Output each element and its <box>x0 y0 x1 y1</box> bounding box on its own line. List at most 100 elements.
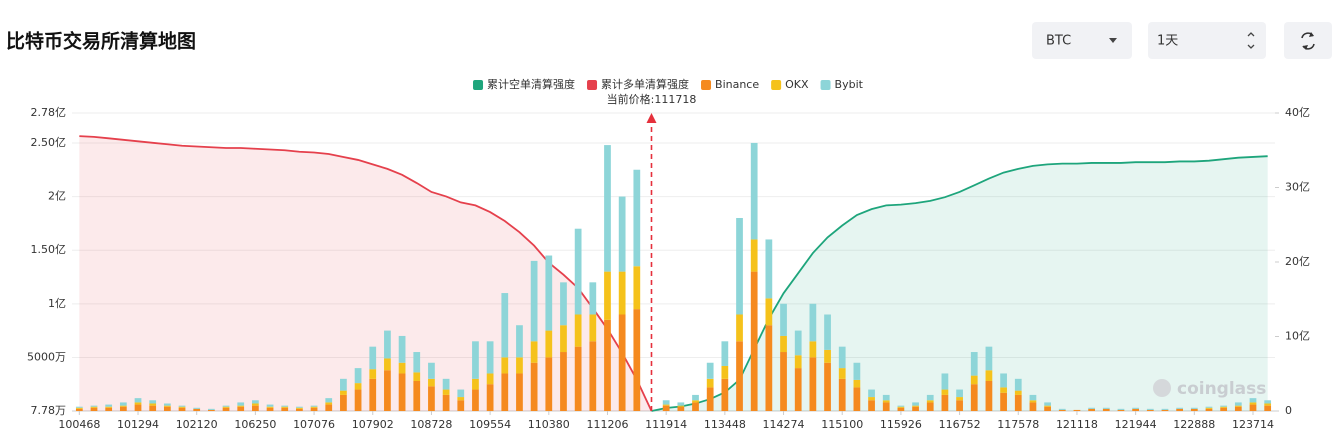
bar-segment <box>384 370 391 411</box>
bar-segment <box>985 346 993 371</box>
bar-segment <box>574 228 582 315</box>
bar-segment <box>119 405 127 407</box>
bar-segment <box>706 387 714 411</box>
bar-segment <box>281 405 289 407</box>
bar-segment <box>428 362 435 379</box>
y-tick-label: 2亿 <box>48 190 66 203</box>
y-tick-label: 1.50亿 <box>31 243 67 256</box>
bar-segment <box>530 260 538 342</box>
bar-segment <box>824 314 831 350</box>
area-fill <box>79 136 652 411</box>
bar-segment <box>325 398 333 403</box>
bar-segment <box>912 402 919 406</box>
bar-segment <box>941 373 949 390</box>
bar-segment <box>134 402 142 405</box>
bar-segment <box>501 293 509 358</box>
area-fill <box>651 156 1268 411</box>
x-tick-label: 116752 <box>939 418 981 431</box>
bar-segment <box>604 271 611 320</box>
select-value[interactable]: BTC <box>1046 34 1071 49</box>
bar-segment <box>149 403 157 406</box>
refresh-button[interactable] <box>1284 22 1332 59</box>
y2-tick-label: 0 <box>1285 404 1292 417</box>
bar-segment <box>618 271 626 315</box>
bar-segment <box>1102 408 1110 411</box>
select-value[interactable]: 1天 <box>1157 34 1178 49</box>
bar-segment <box>692 402 699 411</box>
bar-segment <box>105 404 113 407</box>
legend-label: Binance <box>715 78 759 91</box>
legend-label: 累计多单清算强度 <box>601 77 689 91</box>
bar-segment <box>560 352 567 411</box>
bar-segment <box>882 400 890 403</box>
period-select[interactable]: 1天 <box>1148 22 1266 59</box>
bar-segment <box>794 355 802 369</box>
bar-segment <box>1220 405 1228 407</box>
x-tick-label: 123714 <box>1232 418 1274 431</box>
bar-segment <box>912 406 919 411</box>
bar-segment <box>178 406 186 408</box>
button-box[interactable] <box>1284 22 1332 59</box>
bar-segment <box>237 406 245 411</box>
bar-segment <box>1132 408 1140 411</box>
bar-segment <box>794 368 802 411</box>
coin-select[interactable]: BTC <box>1032 22 1132 59</box>
bar-segment <box>1249 402 1257 405</box>
bar-segment <box>1117 408 1125 410</box>
bar-segment <box>1264 403 1272 406</box>
refresh-icon[interactable] <box>1303 32 1314 50</box>
bar-segment <box>516 373 523 411</box>
bar-segment <box>1249 404 1257 411</box>
select-box[interactable] <box>1148 22 1266 59</box>
bar-segment <box>853 362 861 380</box>
bar-segment <box>134 404 142 411</box>
bar-segment <box>985 370 993 381</box>
bar-segment <box>765 239 773 299</box>
bar-segment <box>780 335 787 353</box>
bar-segment <box>1234 406 1242 411</box>
x-tick-label: 102120 <box>176 418 218 431</box>
bar-segment <box>310 405 318 407</box>
bar-segment <box>736 314 743 342</box>
bar-segment <box>677 406 685 411</box>
bar-segment <box>178 405 186 407</box>
bar-segment <box>794 330 802 356</box>
bar-segment <box>530 341 538 363</box>
bar-segment <box>1029 394 1037 401</box>
bar-segment <box>1014 394 1022 411</box>
bar-segment <box>677 402 685 406</box>
x-tick-label: 109554 <box>469 418 511 431</box>
legend-label: 累计空单清算强度 <box>487 77 575 91</box>
bar-segment <box>325 402 333 405</box>
bar-segment <box>398 335 406 363</box>
select-box[interactable] <box>1032 22 1132 59</box>
dropdown-arrow[interactable] <box>1109 38 1117 43</box>
bar-segment <box>281 406 289 408</box>
bar-segment <box>413 372 421 381</box>
updown-arrow[interactable] <box>1247 32 1255 49</box>
x-tick-label: 101294 <box>117 418 159 431</box>
bar-segment <box>178 407 186 411</box>
bar-segment <box>589 341 597 411</box>
bar-segment <box>340 378 347 391</box>
bar-segment <box>1234 402 1242 406</box>
x-tick-label: 114274 <box>763 418 805 431</box>
bar-segment <box>428 378 435 387</box>
bar-segment <box>750 271 758 411</box>
bar-segment <box>1044 402 1051 406</box>
bar-segment <box>296 406 303 408</box>
bar-segment <box>838 368 846 379</box>
bar-segment <box>1264 405 1272 411</box>
bar-segment <box>457 389 465 398</box>
bar-segment <box>119 402 127 406</box>
bar-segment <box>134 398 142 403</box>
bar-segment <box>1000 387 1007 393</box>
x-tick-label: 121944 <box>1115 418 1157 431</box>
bar-segment <box>75 408 83 411</box>
bar-segment <box>149 400 157 404</box>
bar-segment <box>354 383 362 390</box>
bar-segment <box>662 404 670 406</box>
bar-segment <box>1146 409 1154 411</box>
page-title: 比特币交易所清算地图 <box>6 30 196 53</box>
bar-segment <box>310 406 318 408</box>
